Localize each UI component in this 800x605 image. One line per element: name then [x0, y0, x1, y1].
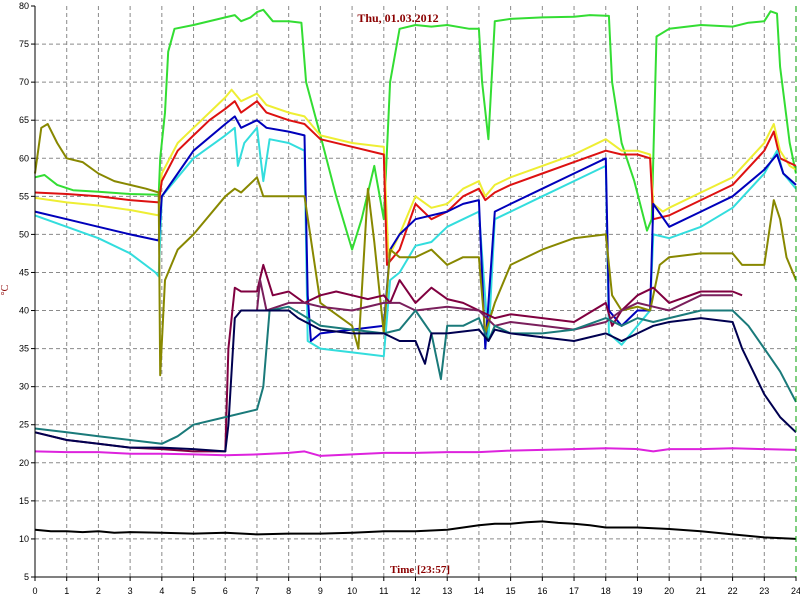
x-axis-title: Time [23:57]	[390, 564, 450, 576]
series-line-10	[34, 309, 797, 453]
x-tick-label: 2	[96, 586, 101, 596]
grid	[35, 6, 796, 577]
x-tick-label: 19	[632, 586, 642, 596]
series-line-11	[34, 447, 797, 457]
x-tick-label: 10	[347, 586, 357, 596]
y-tick-label: 15	[19, 496, 29, 506]
series-line-9	[34, 305, 797, 445]
y-tick-label: 55	[19, 191, 29, 201]
x-tick-label: 16	[537, 586, 547, 596]
y-tick-label: 20	[19, 458, 29, 468]
x-tick-label: 13	[442, 586, 452, 596]
x-tick-label: 20	[664, 586, 674, 596]
x-tick-label: 17	[569, 586, 579, 596]
y-tick-label: 80	[19, 1, 29, 11]
axes: 0 1 2 3 4 5 6 7 8 9 10 11 12 13 14 15 16 17 18 19 20 21 22 23 24…	[19, 1, 800, 596]
x-tick-label: 8	[286, 586, 291, 596]
x-tick-label: 4	[159, 586, 164, 596]
y-tick-label: 10	[19, 534, 29, 544]
x-tick-label: 21	[696, 586, 706, 596]
x-tick-label: 12	[410, 586, 420, 596]
x-tick-label: 24	[791, 586, 800, 596]
y-tick-label: 25	[19, 420, 29, 430]
x-tick-label: 23	[759, 586, 769, 596]
y-tick-label: 60	[19, 153, 29, 163]
chart-title: Thu, 01.03.2012	[357, 11, 438, 25]
series-line-5	[34, 115, 797, 350]
series-lines	[34, 8, 797, 540]
x-tick-label: 11	[379, 586, 388, 596]
x-tick-label: 3	[128, 586, 133, 596]
series-line-2	[34, 88, 797, 259]
x-tick-label: 18	[601, 586, 611, 596]
x-tick-label: 6	[223, 586, 228, 596]
y-tick-label: 35	[19, 344, 29, 354]
x-tick-label: 1	[64, 586, 69, 596]
x-tick-label: 7	[254, 586, 259, 596]
series-line-8	[241, 279, 733, 331]
x-tick-label: 9	[318, 586, 323, 596]
x-tick-label: 5	[191, 586, 196, 596]
x-tick-label: 14	[474, 586, 484, 596]
series-line-1	[34, 8, 797, 251]
y-tick-label: 40	[19, 306, 29, 316]
x-tick-label: 0	[32, 586, 37, 596]
y-tick-label: 50	[19, 229, 29, 239]
x-tick-label: 22	[728, 586, 738, 596]
y-tick-label: 45	[19, 267, 29, 277]
series-line-12	[34, 520, 797, 540]
y-tick-label: 65	[19, 115, 29, 125]
y-tick-label: 5	[24, 572, 29, 582]
series-line-7	[34, 263, 743, 453]
x-tick-label: 15	[506, 586, 516, 596]
y-tick-label: 70	[19, 77, 29, 87]
y-axis-title: °C	[0, 284, 11, 295]
y-tick-label: 30	[19, 382, 29, 392]
y-tick-label: 75	[19, 39, 29, 49]
